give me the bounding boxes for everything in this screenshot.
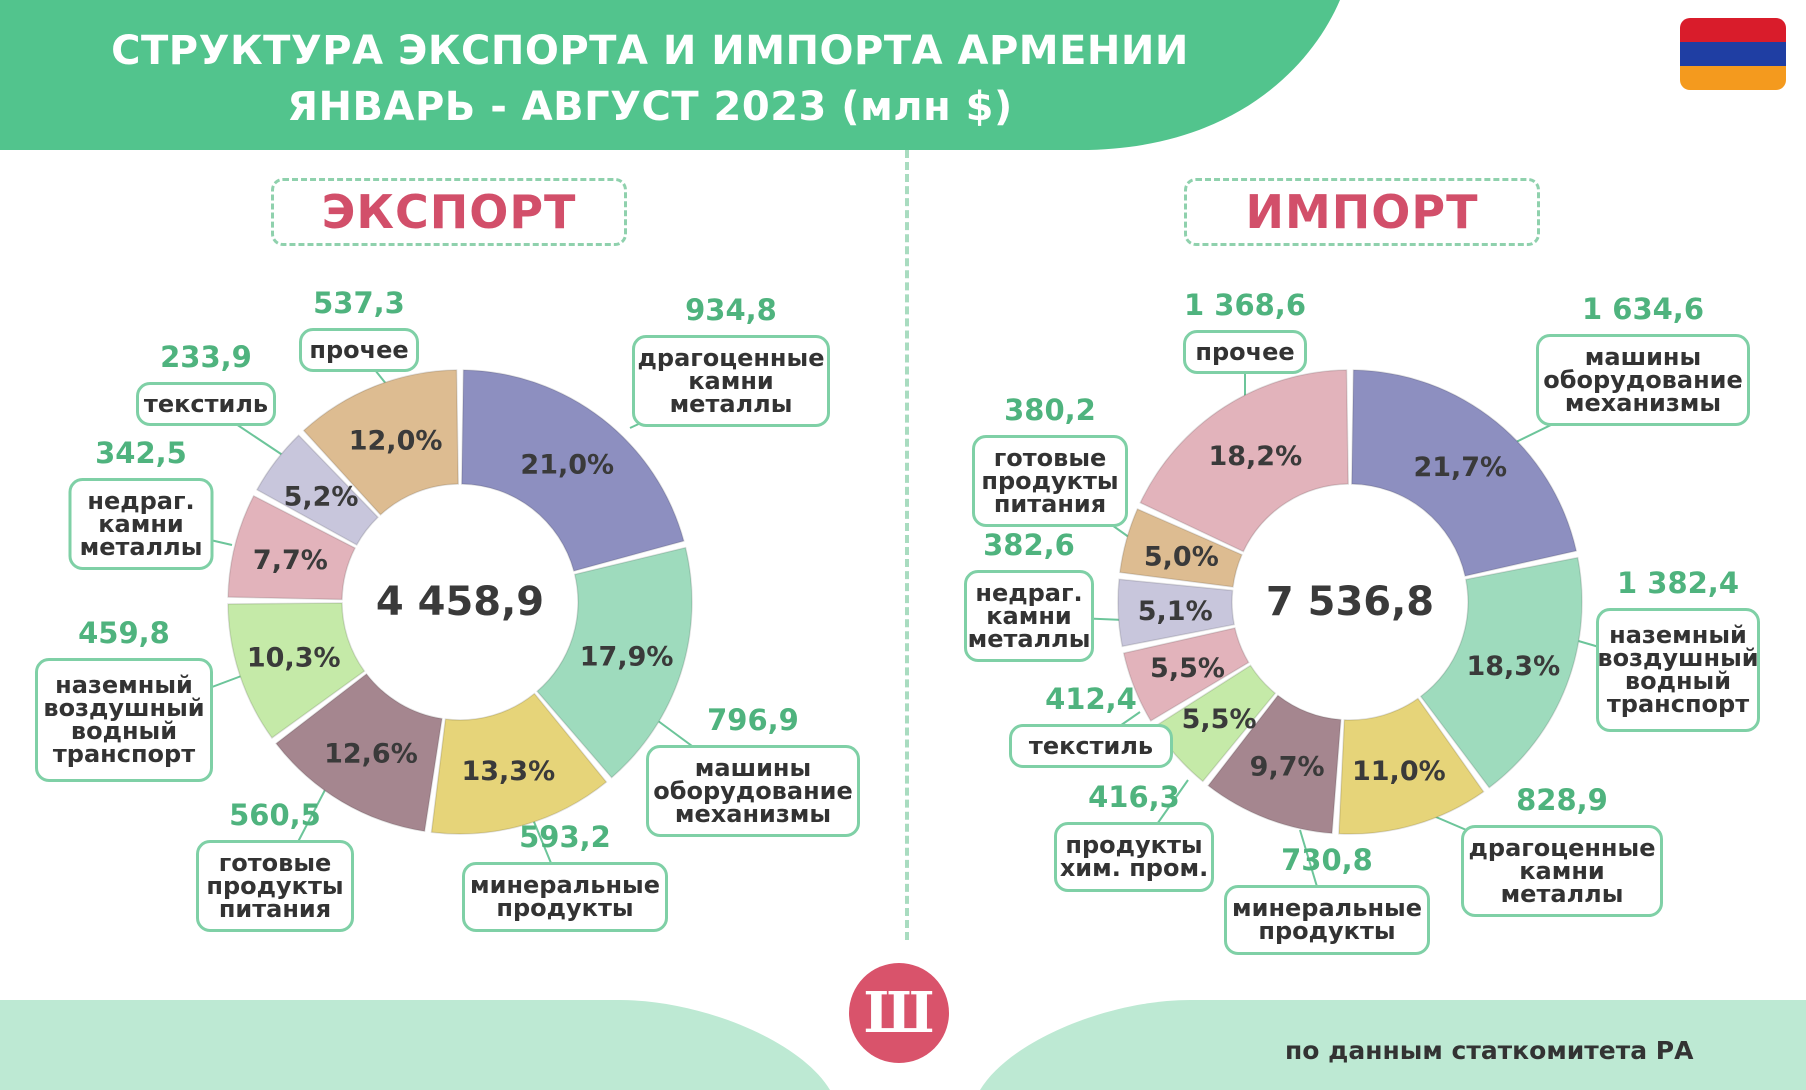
header-banner [0,0,1340,150]
chart1-slice-8-percent: 18,2% [1208,441,1302,472]
chart1-label-1: наземный воздушный водный транспорт [1596,608,1760,732]
chart1-slice-4-percent: 5,5% [1182,704,1257,735]
chart1-slice-5-percent: 5,5% [1150,653,1225,684]
chart1-value-0: 1 634,6 [1581,292,1705,326]
flag-stripe-orange [1680,66,1786,90]
chart1-slice-0-percent: 21,7% [1413,452,1507,483]
footer-left-shape [0,1000,830,1090]
chart1-slice-1-percent: 18,3% [1466,651,1560,682]
chart0-label-3: готовые продукты питания [196,840,354,932]
chart1-slice-2 [1338,697,1485,835]
chart1-value-6: 382,6 [983,528,1075,562]
chart0-slice-1 [536,546,693,779]
sh-logo-icon: Ш [849,963,949,1063]
chart0-value-0: 934,8 [685,293,777,327]
chart1-label-4: продукты хим. пром. [1054,822,1214,892]
chart0-value-2: 593,2 [519,820,611,854]
chart0-value-5: 342,5 [95,436,187,470]
footer-right-shape [980,1000,1806,1090]
chart0-slice-1-percent: 17,9% [580,642,674,673]
source-note: по данным статкомитета РА [1285,1036,1694,1065]
chart0-label-4: наземный воздушный водный транспорт [35,658,213,782]
footer-wave-left [0,1000,830,1090]
chart1-value-4: 416,3 [1088,780,1180,814]
chart0-slice-0-percent: 21,0% [520,450,614,481]
chart0-slice-5 [227,494,357,601]
chart1-label-5: текстиль [1009,724,1173,768]
chart-title-line-2: ЯНВАРЬ - АВГУСТ 2023 (млн $) [287,84,1013,130]
chart0-slice-2-percent: 13,3% [461,756,555,787]
chart0-value-1: 796,9 [707,703,799,737]
chart1-slice-2-percent: 11,0% [1352,756,1446,787]
import-section-title: ИМПОРТ [1184,178,1540,246]
chart1-slice-8 [1139,369,1349,553]
chart0-value-6: 233,9 [160,340,252,374]
chart0-value-3: 560,5 [229,798,321,832]
chart1-label-2: драгоценные камни металлы [1461,825,1663,917]
chart1-value-7: 380,2 [1004,393,1096,427]
chart1-slice-7 [1119,508,1243,588]
chart1-value-5: 412,4 [1045,682,1137,716]
chart1-value-3: 730,8 [1281,843,1373,877]
chart1-label-7: готовые продукты питания [972,435,1128,527]
header-shape [0,0,1340,150]
chart0-slice-3-percent: 12,6% [324,739,418,770]
chart0-slice-6 [255,434,380,546]
armenia-flag-icon [1680,18,1786,90]
chart1-slice-1 [1419,556,1583,789]
chart0-value-4: 459,8 [78,616,170,650]
chart0-slice-2 [430,692,608,835]
chart1-slice-0 [1351,369,1578,577]
chart1-slice-6-percent: 5,1% [1138,596,1213,627]
chart0-label-2: минеральные продукты [462,862,668,932]
chart0-slice-5-percent: 7,7% [253,545,328,576]
chart0-slice-7 [302,369,459,516]
chart1-value-1: 1 382,4 [1616,566,1740,600]
chart1-label-3: минеральные продукты [1224,885,1430,955]
chart1-label-0: машины оборудование механизмы [1536,334,1750,426]
chart0-label-7: прочее [299,328,419,372]
chart0-label-5: недраг. камни металлы [68,478,214,570]
chart0-label-6: текстиль [136,382,276,426]
chart0-label-1: машины оборудование механизмы [646,745,860,837]
chart0-slice-4 [227,602,366,739]
chart1-slice-7-percent: 5,0% [1144,541,1219,572]
export-section-title: ЭКСПОРТ [271,178,627,246]
flag-stripe-blue [1680,42,1786,66]
chart1-slice-6 [1117,578,1236,648]
footer-wave-right [980,1000,1806,1090]
chart1-value-8: 1 368,6 [1183,288,1307,322]
flag-stripe-red [1680,18,1786,42]
chart0-slice-6-percent: 5,2% [284,482,359,513]
chart0-value-7: 537,3 [313,286,405,320]
chart0-slice-4-percent: 10,3% [247,643,341,674]
chart1-label-8: прочее [1183,330,1307,374]
section-divider [905,150,909,940]
chart1-slice-4 [1153,664,1277,783]
chart0-label-0: драгоценные камни металлы [632,335,830,427]
chart1-label-6: недраг. камни металлы [964,570,1094,662]
export-total: 4 458,9 [375,579,545,625]
chart1-slice-3 [1207,694,1342,835]
chart0-slice-0 [461,369,685,572]
chart0-slice-3 [275,672,443,833]
chart1-slice-3-percent: 9,7% [1250,751,1325,782]
chart1-value-2: 828,9 [1516,783,1608,817]
import-total: 7 536,8 [1265,579,1435,625]
chart1-slice-5 [1122,627,1250,722]
chart0-slice-7-percent: 12,0% [349,425,443,456]
chart-title-line-1: СТРУКТУРА ЭКСПОРТА И ИМПОРТА АРМЕНИИ [111,28,1189,74]
